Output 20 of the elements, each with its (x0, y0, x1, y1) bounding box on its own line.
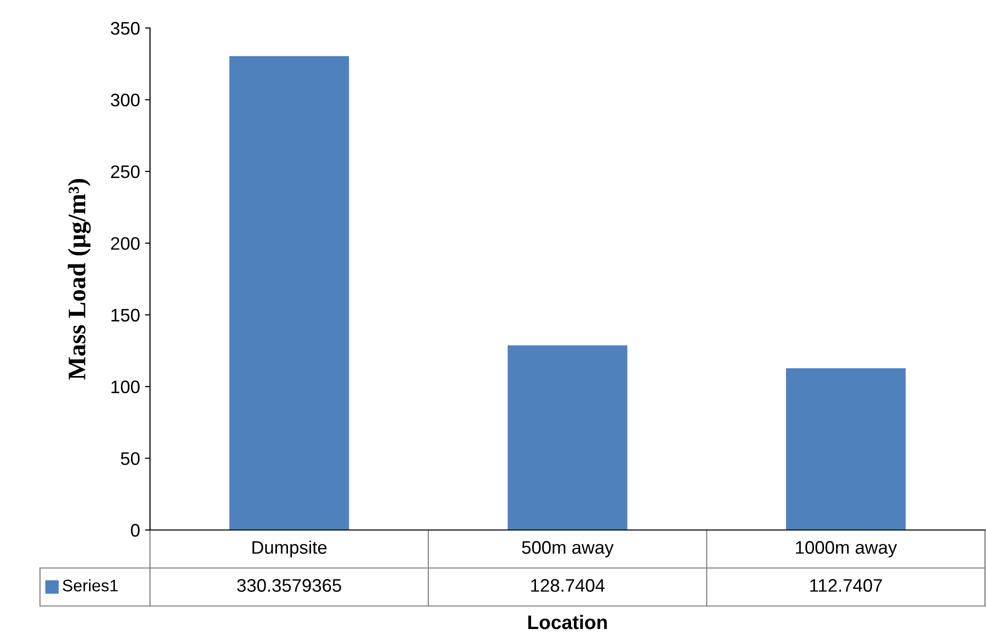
y-tick-label: 350 (110, 22, 140, 35)
legend-label: Series1 (62, 579, 118, 592)
y-tick-label: 100 (112, 380, 140, 394)
bar (508, 345, 628, 530)
y-tick-label: 150 (112, 308, 140, 322)
bar (229, 56, 350, 530)
x-tick-label: 1000m away (796, 541, 897, 558)
y-tick-label: 300 (110, 94, 140, 106)
x-axis-title: Location (528, 614, 607, 630)
data-label: 128.7404 (531, 579, 605, 592)
y-tick-label: 50 (120, 452, 140, 466)
x-tick-label: 500m away (522, 541, 614, 558)
data-label: 112.7407 (810, 579, 882, 592)
x-tick-label: Dumpsite (252, 540, 326, 558)
y-tick-label: 250 (111, 165, 140, 178)
data-label: 330.3579365 (237, 579, 342, 592)
y-tick-label: 200 (111, 237, 140, 250)
y-tick-label: 0 (130, 524, 140, 537)
bar (786, 368, 906, 530)
y-axis-title: Mass Load (μg/m³) (68, 178, 91, 380)
